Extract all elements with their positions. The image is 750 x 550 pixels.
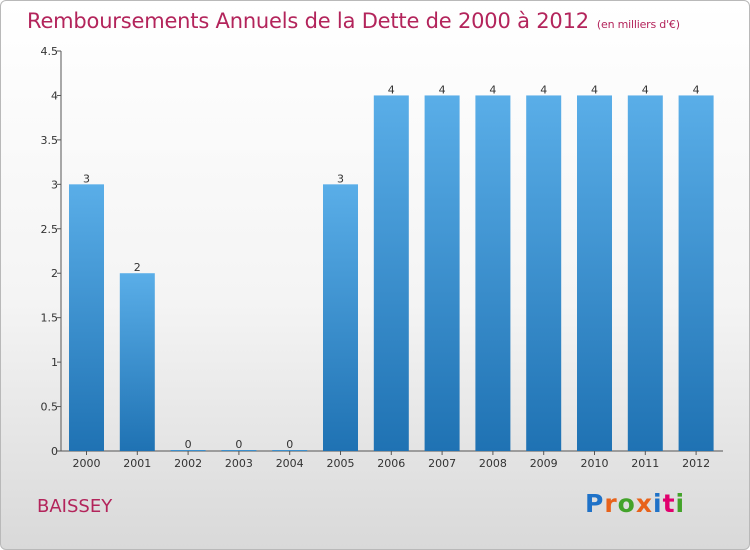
logo-letter: i (675, 489, 686, 518)
y-tick-label: 4 (51, 89, 58, 102)
data-label: 0 (286, 438, 293, 451)
data-label: 4 (591, 83, 598, 96)
proxiti-logo: Proxiti (585, 489, 685, 518)
logo-letter: o (617, 489, 636, 518)
x-tick-label: 2007 (428, 457, 456, 470)
logo-letter: P (585, 489, 605, 518)
data-label: 4 (642, 83, 649, 96)
y-tick-label: 4.5 (41, 45, 59, 58)
x-tick-label: 2009 (530, 457, 558, 470)
bar-2012 (678, 95, 714, 451)
bar-2008 (475, 95, 511, 451)
x-tick-label: 2011 (631, 457, 659, 470)
x-tick-label: 2004 (276, 457, 304, 470)
bar-2011 (627, 95, 663, 451)
chart-title-text: Remboursements Annuels de la Dette de 20… (27, 9, 589, 33)
x-tick-label: 2002 (174, 457, 202, 470)
x-tick-label: 2012 (682, 457, 710, 470)
bar-2000 (69, 184, 104, 452)
x-tick-label: 2005 (327, 457, 355, 470)
y-tick-label: 0.5 (41, 401, 59, 414)
y-tick-label: 3.5 (41, 134, 59, 147)
data-label: 4 (693, 83, 700, 96)
logo-letter: r (604, 489, 618, 518)
chart-title: Remboursements Annuels de la Dette de 20… (27, 9, 680, 33)
x-tick-label: 2006 (377, 457, 405, 470)
bar-2004 (272, 450, 308, 451)
logo-letter: x (635, 489, 653, 518)
data-label: 0 (185, 438, 192, 451)
y-tick-label: 2 (51, 267, 58, 280)
data-label: 3 (337, 172, 344, 185)
y-tick-label: 1 (51, 356, 58, 369)
x-tick-label: 2003 (225, 457, 253, 470)
bar-2001 (119, 273, 155, 451)
data-label: 4 (489, 83, 496, 96)
data-label: 4 (540, 83, 547, 96)
bar-2003 (221, 450, 257, 451)
bar-2009 (526, 95, 562, 451)
y-tick-label: 1.5 (41, 312, 59, 325)
data-label: 3 (83, 172, 90, 185)
x-tick-label: 2001 (123, 457, 151, 470)
chart-unit-text: (en milliers d'€) (596, 18, 680, 31)
bar-2007 (424, 95, 460, 451)
bar-2010 (577, 95, 612, 451)
y-tick-label: 2.5 (41, 223, 59, 236)
bar-2002 (170, 450, 206, 451)
x-tick-label: 2000 (73, 457, 101, 470)
data-label: 0 (235, 438, 242, 451)
data-label: 4 (388, 83, 395, 96)
bar-2005 (323, 184, 358, 452)
x-tick-label: 2008 (479, 457, 507, 470)
location-name: BAISSEY (37, 496, 113, 517)
logo-letter: i (653, 489, 663, 518)
logo-letter: t (662, 489, 676, 518)
bar-2006 (373, 95, 409, 451)
x-tick-label: 2010 (581, 457, 609, 470)
data-label: 4 (439, 83, 446, 96)
y-tick-label: 0 (51, 445, 58, 458)
y-tick-label: 3 (51, 178, 58, 191)
data-label: 2 (134, 261, 141, 274)
